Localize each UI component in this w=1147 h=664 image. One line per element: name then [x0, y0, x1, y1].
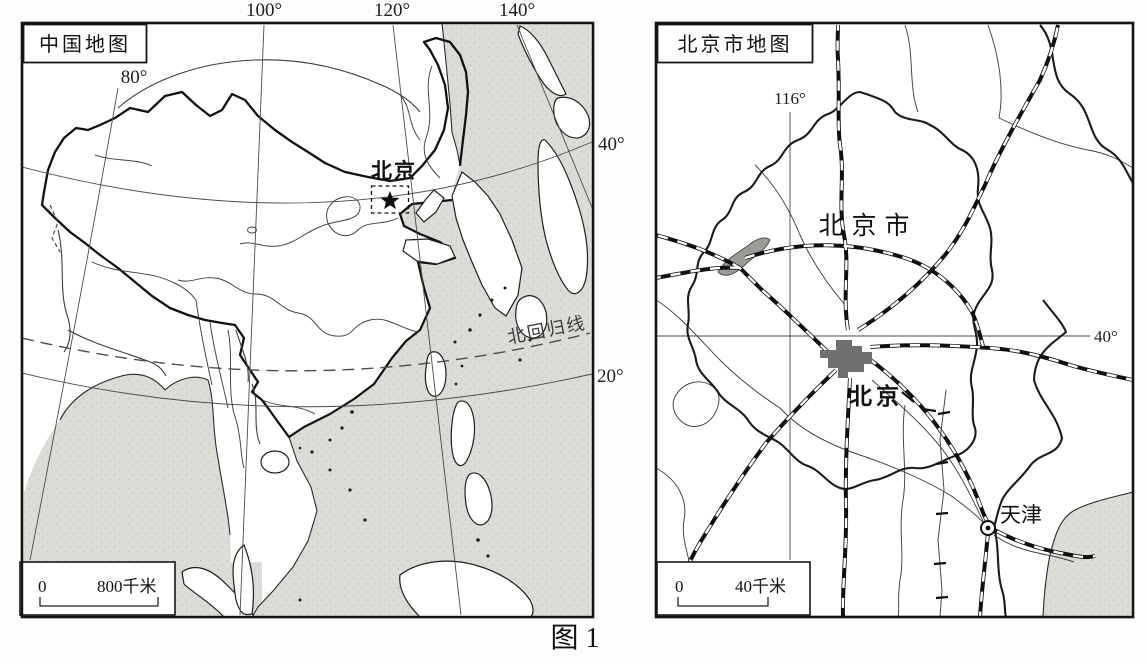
lon-80-label: 80°	[121, 67, 148, 88]
indochina-coastline	[251, 436, 318, 617]
borneo-island	[399, 560, 534, 617]
rivers	[91, 65, 441, 469]
china-scale-zero: 0	[38, 577, 47, 596]
china-map: 100° 120° 140° 80° 40° 20° 北回归线 北京 0 800…	[19, 0, 625, 619]
beijing-star-icon	[380, 191, 400, 210]
pacific-sea	[252, 23, 593, 617]
beijing-map-body	[656, 23, 1133, 617]
beijing-map-scale-bar: 0 40千米	[656, 561, 811, 616]
beijing-graticule	[656, 112, 1090, 560]
taiwan-island	[424, 351, 447, 397]
hainan-island	[260, 450, 290, 474]
beijing-map-frame-top	[654, 21, 1135, 619]
bengal-coastline	[59, 373, 231, 536]
beijing-label-china-map: 北京	[371, 159, 417, 183]
figure-caption: 图 1	[550, 623, 600, 654]
lon-100-label: 100°	[246, 0, 282, 21]
china-map-scale-bar: 0 800千米	[19, 561, 176, 616]
india-border	[57, 229, 71, 353]
hebei-ne-boundary	[1039, 24, 1133, 184]
beijing-scale-zero: 0	[675, 577, 684, 596]
beijing-urban-area	[820, 340, 872, 378]
lat-20-label: 20°	[597, 366, 624, 387]
sakhalin-island	[517, 25, 567, 97]
korea-peninsula	[451, 171, 523, 317]
bohai-sea	[1042, 491, 1133, 617]
beijing-municipality-label: 北京市	[818, 212, 917, 240]
indochina-border-1	[251, 383, 261, 445]
small-islands	[298, 286, 532, 602]
beijing-municipality-boundary	[686, 90, 994, 490]
shandong-peninsula	[402, 238, 456, 265]
beijing-map-title: 北京市地图	[678, 33, 793, 56]
tropic-of-cancer-line	[22, 332, 591, 372]
china-map-title: 中国地图	[39, 33, 131, 56]
mongolia-north-border	[117, 59, 421, 113]
liaodong-peninsula	[415, 189, 445, 223]
lat-40-label: 40°	[598, 134, 625, 155]
china-map-frame-top	[20, 21, 595, 619]
china-map-title-box: 中国地图	[22, 23, 148, 64]
luzon-island	[450, 400, 476, 467]
indochina-border-2	[235, 329, 249, 383]
hokkaido-island	[553, 96, 591, 139]
bay-of-bengal-sea	[22, 374, 231, 617]
lat-40-label-beijing: 40°	[1094, 327, 1118, 346]
beijing-city-label: 北京	[849, 383, 903, 409]
honshu-island	[537, 139, 589, 295]
china-border	[40, 36, 470, 439]
china-scale-length: 800千米	[97, 577, 157, 596]
beijing-map: 116° 40° 北京市 北京 天津 0 40千米 北京市地图	[654, 21, 1135, 619]
beijing-map-frame	[654, 21, 1135, 619]
beijing-dashed-box	[370, 185, 410, 214]
china-map-body	[22, 23, 593, 617]
lon-116-label: 116°	[774, 89, 806, 108]
lon-120-label: 120°	[374, 0, 410, 21]
kyushu-island	[515, 295, 548, 339]
china-coastline	[288, 198, 457, 438]
beijing-map-title-box: 北京市地图	[656, 23, 814, 64]
tianjin-boundary	[992, 299, 1068, 617]
lon-140-label: 140°	[499, 0, 535, 21]
tianjin-label: 天津	[1000, 504, 1042, 527]
beijing-scale-length: 40千米	[735, 577, 786, 596]
china-graticule	[22, 24, 593, 616]
disputed-border-dashed	[49, 204, 61, 253]
russia-coastline	[441, 23, 461, 166]
ticked-line	[901, 389, 951, 617]
ganges-line	[67, 329, 167, 377]
tianjin-city-icon	[980, 520, 996, 536]
philippines-island	[464, 472, 493, 526]
malay-peninsula	[232, 544, 255, 616]
